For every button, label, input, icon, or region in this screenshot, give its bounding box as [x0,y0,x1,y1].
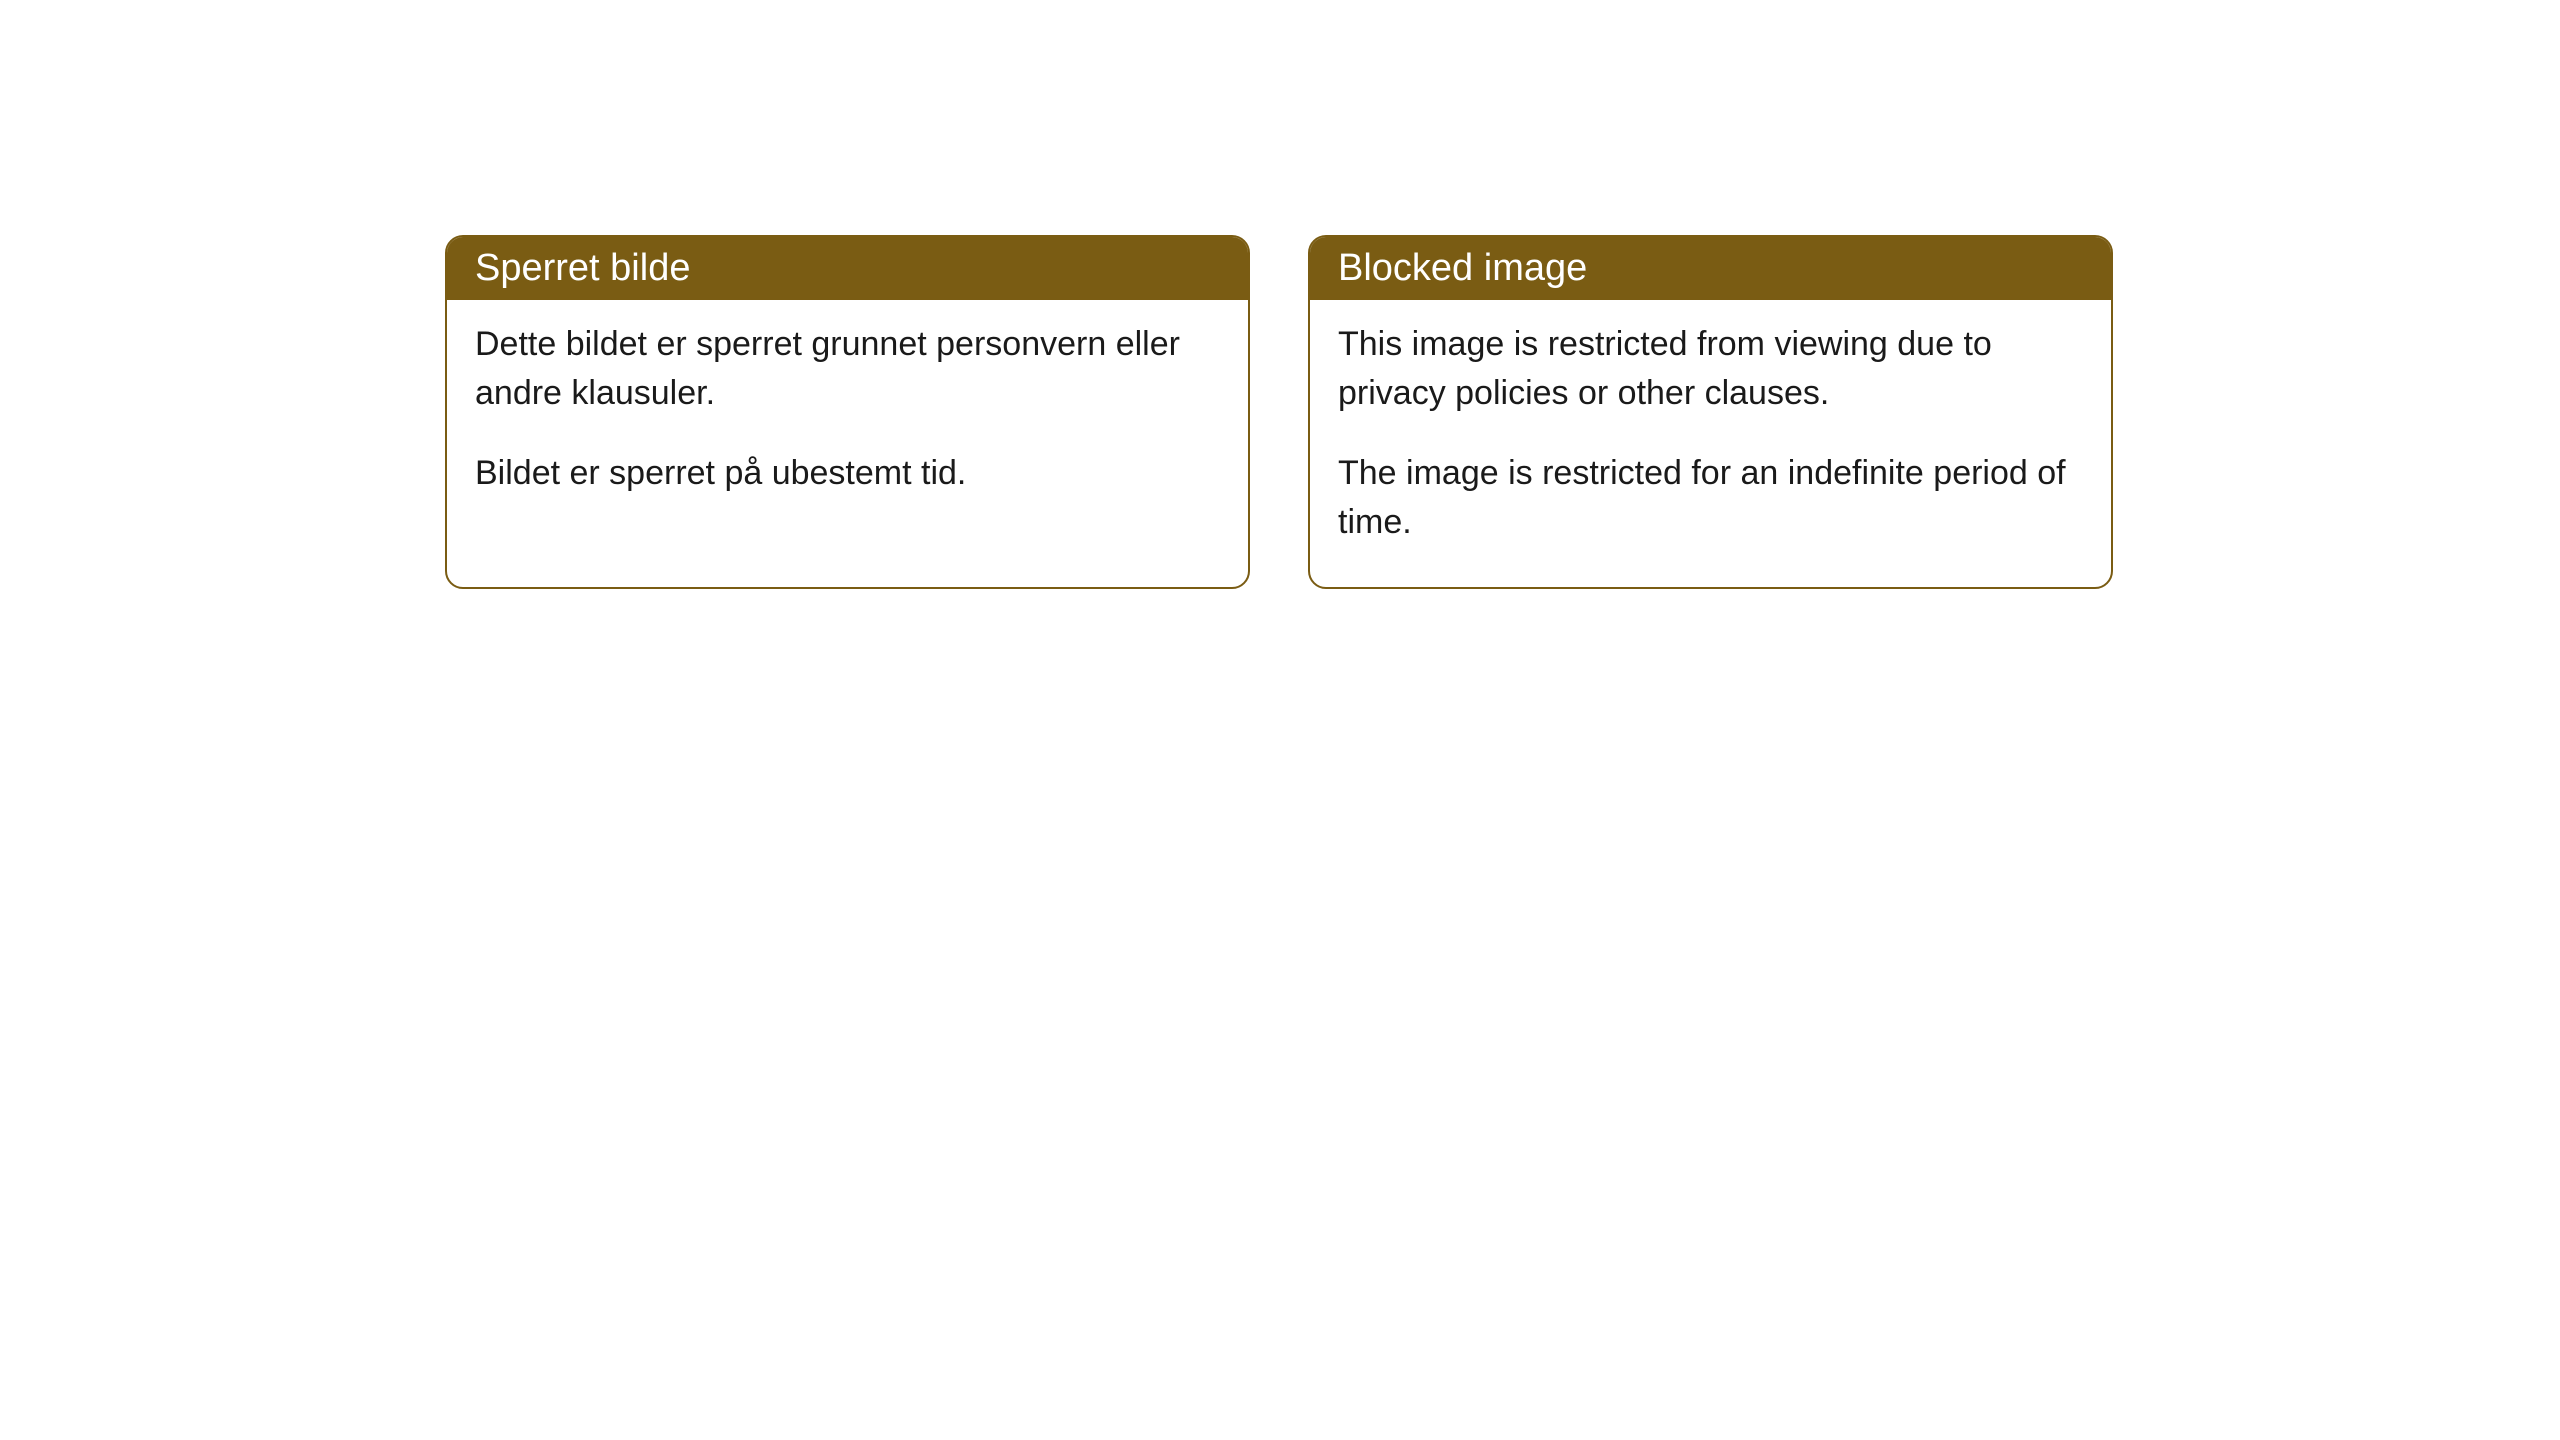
card-title: Sperret bilde [475,247,690,289]
card-body-norwegian: Dette bildet er sperret grunnet personve… [447,300,1248,538]
card-paragraph: Dette bildet er sperret grunnet personve… [475,320,1220,419]
cards-container: Sperret bilde Dette bildet er sperret gr… [445,235,2560,589]
card-paragraph: Bildet er sperret på ubestemt tid. [475,449,1220,498]
card-paragraph: The image is restricted for an indefinit… [1338,449,2083,548]
card-title: Blocked image [1338,247,1587,289]
card-header-english: Blocked image [1310,237,2111,300]
card-header-norwegian: Sperret bilde [447,237,1248,300]
card-paragraph: This image is restricted from viewing du… [1338,320,2083,419]
card-body-english: This image is restricted from viewing du… [1310,300,2111,587]
card-norwegian: Sperret bilde Dette bildet er sperret gr… [445,235,1250,589]
card-english: Blocked image This image is restricted f… [1308,235,2113,589]
